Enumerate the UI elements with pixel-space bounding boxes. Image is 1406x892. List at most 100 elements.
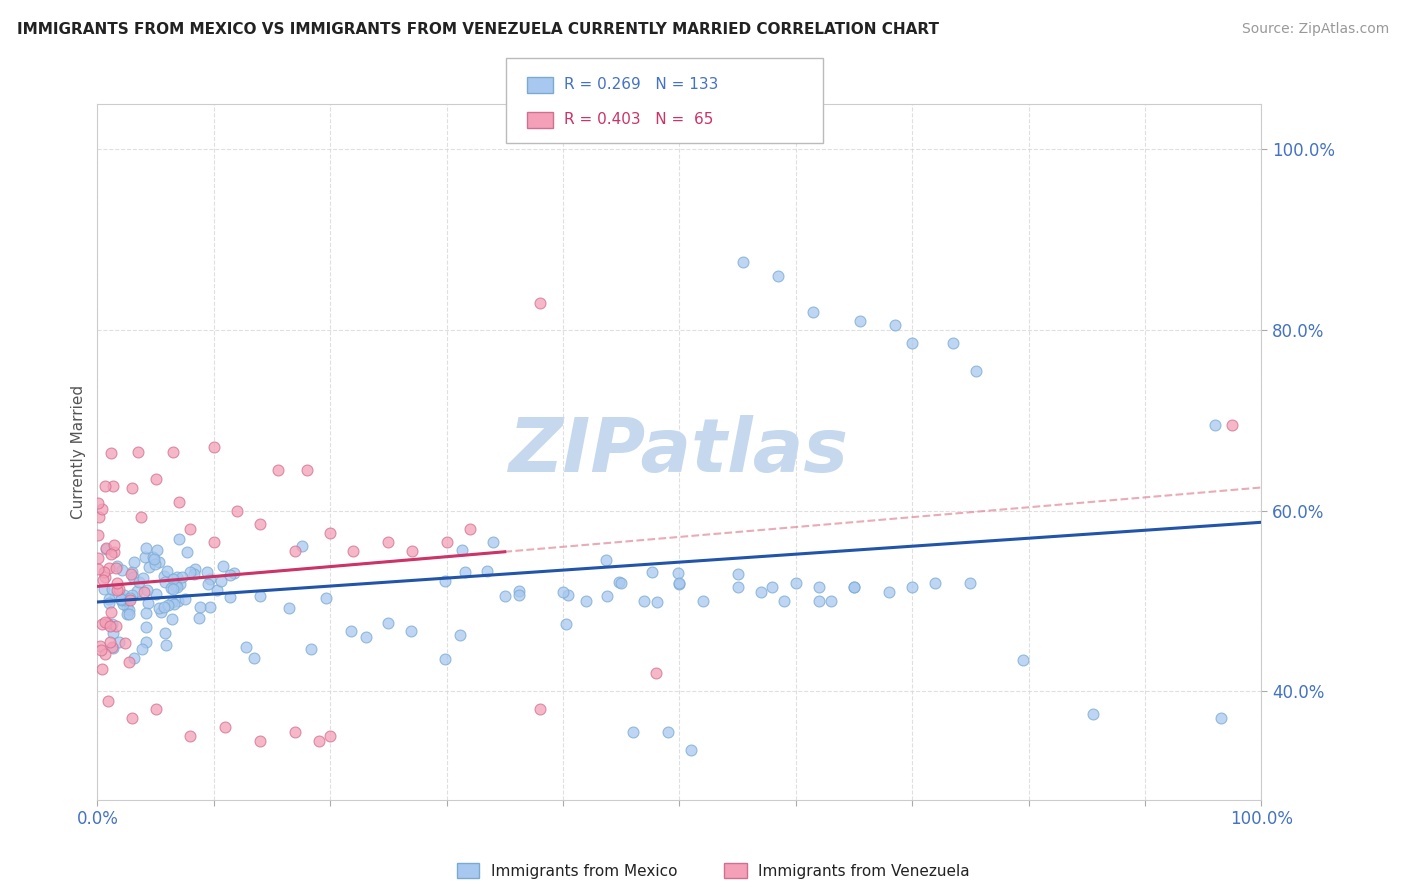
Point [188,600,211,615]
Point [105,582,128,597]
Point [111,597,134,611]
Point [101,582,124,597]
Point [101,617,124,632]
Point [179,522,201,536]
Point [883,318,905,333]
Point [595,553,617,567]
Point [848,314,870,328]
Point [163,579,186,593]
Point [121,711,143,725]
Text: R = 0.403   N =  65: R = 0.403 N = 65 [564,112,713,127]
Point [101,626,124,640]
Point [633,594,655,608]
Point [901,336,924,351]
Point [749,584,772,599]
Point [768,268,790,283]
Point [924,575,946,590]
Point [98,634,121,648]
Point [433,652,456,666]
Point [87,496,110,510]
Point [454,566,477,580]
Point [142,549,165,564]
Point [93,565,115,579]
Point [226,503,249,517]
Point [377,535,399,549]
Point [91,501,114,516]
Point [104,561,127,575]
Text: Immigrants from Mexico: Immigrants from Mexico [491,864,678,879]
Point [842,580,865,594]
Point [111,563,134,577]
Point [110,591,132,606]
Point [342,544,364,558]
Point [132,571,155,585]
Point [103,538,125,552]
Point [808,580,831,594]
Point [959,575,981,590]
Point [284,724,307,739]
Point [315,591,337,606]
Point [607,575,630,590]
Point [451,543,474,558]
Point [87,550,110,565]
Point [842,580,865,594]
Point [125,584,148,599]
Point [153,600,176,615]
Point [118,607,141,621]
Point [212,558,235,573]
Point [162,595,184,609]
Point [202,441,225,455]
Point [1081,706,1104,721]
Point [575,594,598,608]
Point [727,580,749,594]
Point [235,640,257,655]
Point [200,600,222,615]
Point [162,597,184,611]
Point [100,605,122,619]
Point [610,575,633,590]
Point [121,588,143,602]
Point [195,565,218,579]
Point [668,575,690,590]
Point [202,535,225,549]
Point [785,575,807,590]
Point [94,479,117,493]
Point [143,558,166,572]
Point [668,577,690,591]
Point [179,729,201,743]
Point [354,630,377,644]
Point [129,510,152,524]
Point [174,592,197,607]
Point [249,734,271,748]
Text: ZIPatlas: ZIPatlas [509,416,849,488]
Point [135,634,157,648]
Point [901,580,924,594]
Point [436,535,458,549]
Point [138,560,160,574]
Point [733,255,755,269]
Point [449,628,471,642]
Point [124,651,146,665]
Point [120,567,142,582]
Point [153,569,176,583]
Point [209,574,232,588]
Point [157,598,180,612]
Point [641,565,664,579]
Point [1204,417,1226,432]
Point [551,584,574,599]
Point [278,601,301,615]
Point [458,522,481,536]
Point [162,572,184,586]
Point [148,600,170,615]
Point [169,577,191,591]
Point [399,624,422,638]
Point [118,656,141,670]
Point [121,566,143,580]
Point [97,597,120,611]
Point [145,702,167,716]
Text: Immigrants from Venezuela: Immigrants from Venezuela [758,864,970,879]
Point [773,594,796,608]
Point [808,594,831,608]
Point [529,296,551,310]
Point [666,566,689,581]
